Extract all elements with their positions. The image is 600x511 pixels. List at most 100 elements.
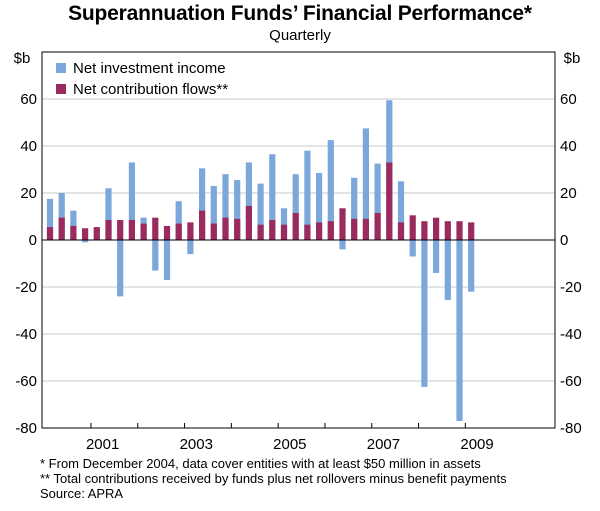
bar-investment [175, 201, 182, 240]
y-axis-left: -80 -60 -40 -20 0 20 40 60 [15, 91, 37, 437]
legend-label-investment: Net investment income [73, 60, 226, 77]
bar-contribution [234, 218, 241, 240]
y-axis-label-right: $b [564, 50, 581, 67]
legend-label-contribution: Net contribution flows** [73, 81, 228, 98]
legend-swatch-investment [56, 63, 66, 73]
y-tick-label-left: -40 [15, 326, 37, 343]
bar-contribution [280, 224, 288, 240]
bar-investment [70, 210, 77, 240]
bar-contribution [140, 223, 147, 240]
bar-investment [304, 150, 311, 240]
bar-investment [269, 154, 276, 240]
y-tick-label-right: -20 [560, 279, 582, 296]
bar-investment [105, 188, 112, 240]
y-tick-label-left: 60 [20, 91, 37, 108]
bar-contribution [433, 217, 440, 240]
bar-investment [245, 162, 252, 240]
bar-contribution [128, 220, 135, 240]
y-tick-label-left: -80 [15, 420, 37, 437]
bar-investment [82, 240, 89, 243]
bar-investment [433, 240, 440, 273]
bar-investment [152, 240, 159, 271]
y-tick-label-right: -80 [560, 420, 582, 437]
bar-investment [362, 128, 369, 240]
bar-investment [292, 174, 299, 240]
y-tick-label-right: 20 [560, 185, 577, 202]
y-tick-label-right: 60 [560, 91, 577, 108]
y-tick-label-left: 0 [29, 232, 37, 249]
bar-contribution [46, 227, 54, 240]
y-tick-label-right: 40 [560, 138, 577, 155]
bar-contribution [444, 221, 451, 240]
bar-investment [421, 240, 428, 387]
bar-investment [187, 240, 194, 255]
bar-contribution [152, 217, 159, 240]
bar-contribution [93, 227, 100, 240]
bar-investment [444, 240, 451, 300]
bar-contribution [163, 225, 171, 240]
tick-marks [90, 423, 466, 428]
bar-contribution [362, 218, 369, 240]
bar-investment [397, 181, 405, 240]
y-tick-label-left: -60 [15, 373, 37, 390]
x-tick-label: 2005 [273, 436, 306, 453]
x-axis: 2001 2003 2005 2007 2009 [86, 436, 494, 453]
plot-frame [41, 51, 556, 429]
bar-contribution [304, 224, 311, 240]
legend-swatch-contribution [56, 84, 66, 94]
x-tick-label: 2009 [460, 436, 493, 453]
bar-contribution [222, 217, 229, 240]
bar-contribution [105, 220, 112, 240]
footnotes: * From December 2004, data cover entitie… [40, 456, 507, 501]
bar-investment [46, 198, 54, 240]
bar-investment [351, 177, 358, 240]
bar-contribution [70, 225, 77, 240]
bar-contribution [175, 223, 182, 240]
legend: Net investment income Net contribution f… [56, 60, 228, 98]
bar-investment [409, 240, 416, 257]
bar-investment [199, 168, 206, 240]
footnote-1: * From December 2004, data cover entitie… [40, 456, 481, 471]
bar-contribution [117, 220, 124, 240]
bar-contribution [327, 221, 334, 240]
bar-investment [456, 240, 463, 421]
bar-investment [339, 240, 346, 250]
chart-subtitle: Quarterly [269, 27, 331, 44]
bar-investment [374, 163, 381, 240]
y-axis-right: -80 -60 -40 -20 0 20 40 60 [560, 91, 582, 437]
bar-contribution [468, 222, 475, 240]
bar-investment [117, 240, 124, 297]
bar-investment [257, 183, 264, 240]
bar-contribution [339, 208, 346, 240]
bar-contribution [456, 221, 463, 240]
bar-contribution [82, 228, 89, 240]
bar-investment [316, 173, 323, 240]
x-tick-label: 2007 [367, 436, 400, 453]
bar-group [46, 100, 475, 421]
bar-investment [280, 208, 288, 240]
bar-investment [58, 193, 65, 240]
y-tick-label-left: -20 [15, 279, 37, 296]
bar-contribution [210, 223, 217, 240]
bar-investment [222, 174, 229, 240]
source-note: Source: APRA [40, 486, 124, 501]
bar-contribution [351, 218, 358, 240]
y-tick-label-right: -40 [560, 326, 582, 343]
bar-investment [234, 180, 241, 240]
bar-contribution [58, 217, 65, 240]
bar-investment [468, 240, 475, 292]
y-tick-label-right: 0 [560, 232, 568, 249]
bar-contribution [397, 222, 405, 240]
y-tick-label-left: 20 [20, 185, 37, 202]
bar-contribution [316, 222, 323, 240]
bar-contribution [292, 212, 299, 240]
bar-contribution [386, 162, 393, 240]
bar-investment [163, 240, 171, 280]
bar-investment [210, 185, 217, 240]
x-tick-label: 2003 [180, 436, 213, 453]
footnote-2: ** Total contributions received by funds… [40, 471, 507, 486]
bar-contribution [245, 205, 252, 240]
bar-contribution [409, 215, 416, 240]
y-tick-label-left: 40 [20, 138, 37, 155]
